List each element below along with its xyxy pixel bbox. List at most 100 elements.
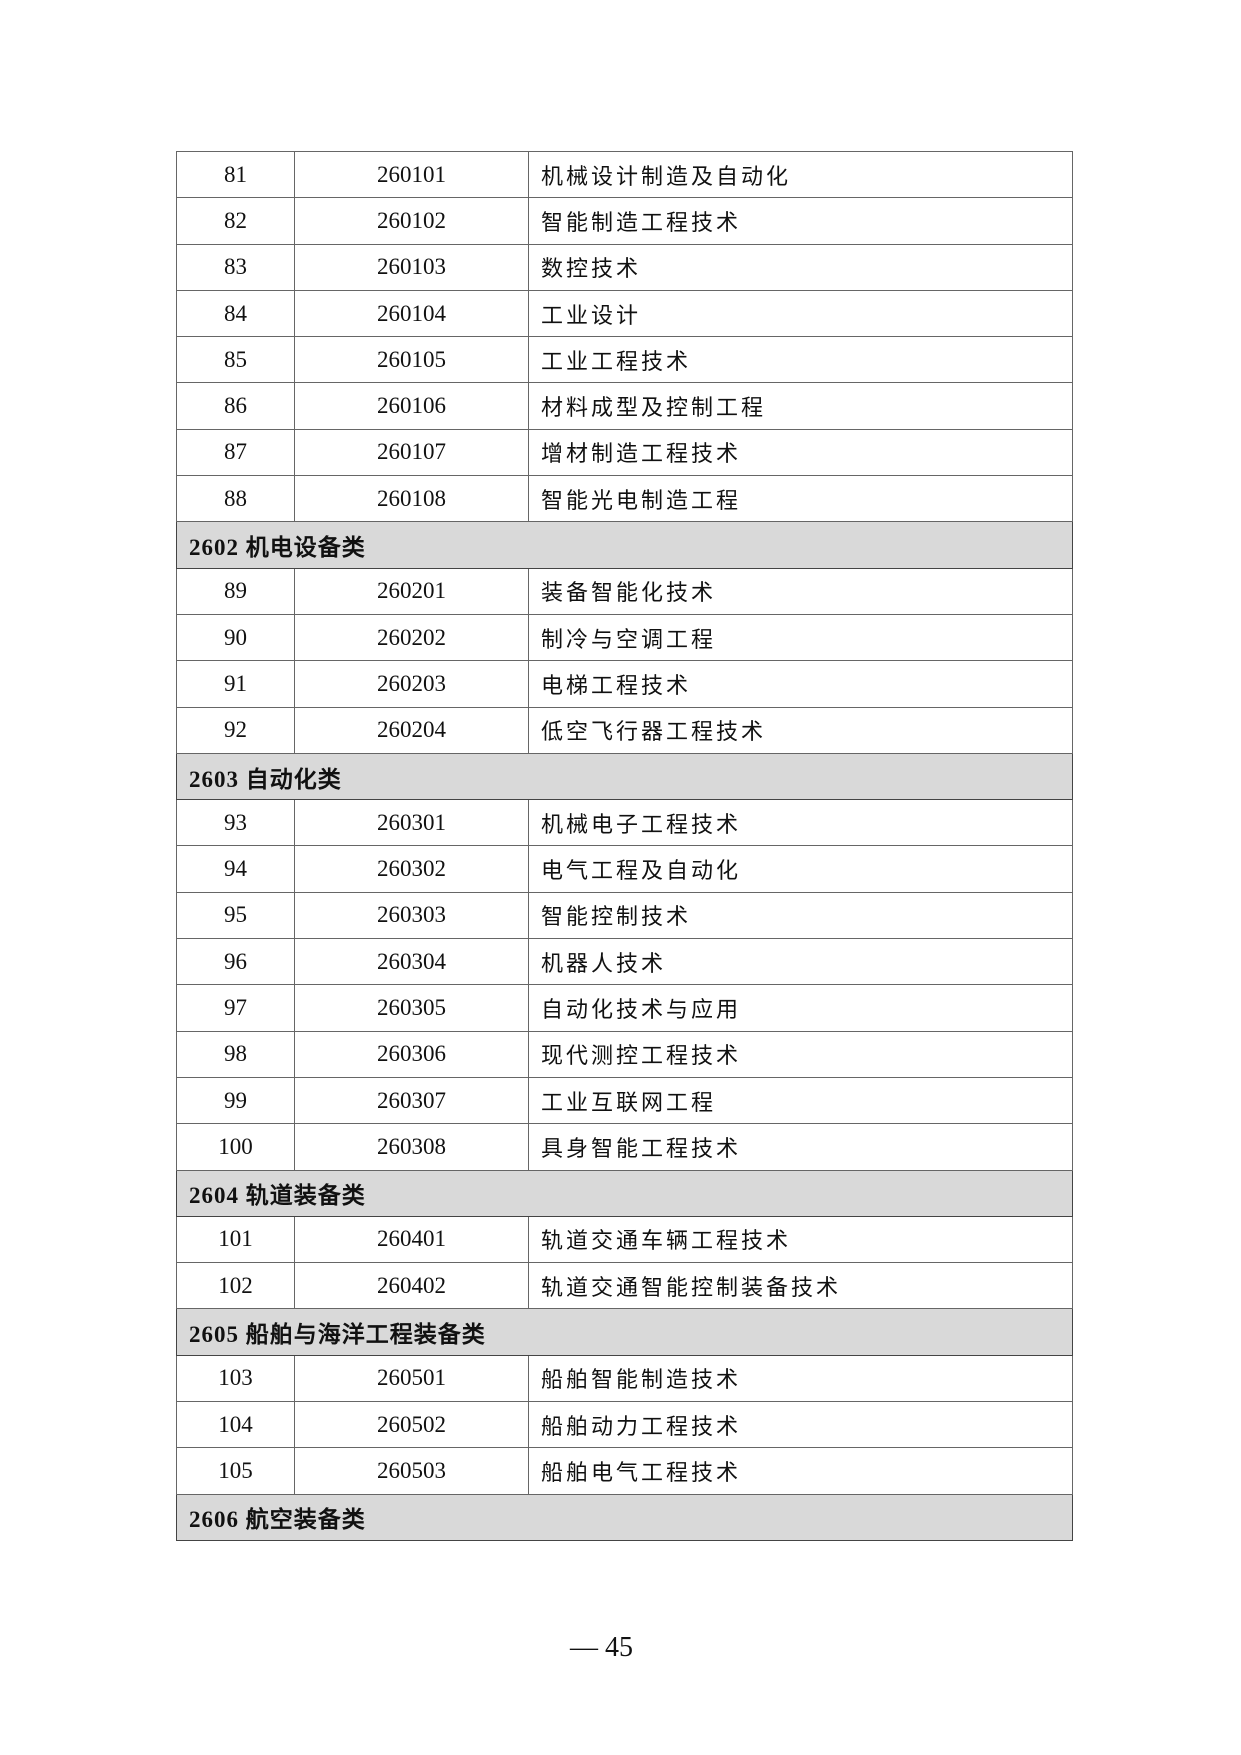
program-name: 智能光电制造工程 bbox=[528, 475, 1073, 523]
table-row: 96 260304 机器人技术 bbox=[176, 938, 1073, 986]
program-code: 260303 bbox=[294, 891, 529, 940]
table-row: 101 260401 轨道交通车辆工程技术 bbox=[176, 1215, 1073, 1264]
program-code: 260306 bbox=[294, 1030, 529, 1078]
program-name: 低空飞行器工程技术 bbox=[528, 706, 1073, 754]
program-table: 81 260101 机械设计制造及自动化 82 260102 智能制造工程技术 83 2601… bbox=[176, 150, 1073, 1541]
program-name: 船舶动力工程技术 bbox=[528, 1401, 1073, 1449]
row-number: 98 bbox=[176, 1030, 295, 1078]
table-row: 92 260204 低空飞行器工程技术 bbox=[176, 706, 1073, 754]
program-name: 制冷与空调工程 bbox=[528, 613, 1073, 662]
row-number: 92 bbox=[176, 706, 295, 754]
row-number: 100 bbox=[176, 1123, 295, 1171]
program-name: 自动化技术与应用 bbox=[528, 984, 1073, 1032]
row-number: 104 bbox=[176, 1401, 295, 1449]
program-name: 材料成型及控制工程 bbox=[528, 382, 1073, 430]
table-row: 105 260503 船舶电气工程技术 bbox=[176, 1447, 1073, 1495]
program-name: 轨道交通车辆工程技术 bbox=[528, 1215, 1073, 1264]
row-number: 99 bbox=[176, 1076, 295, 1125]
program-name: 装备智能化技术 bbox=[528, 567, 1073, 615]
category-row: 2603 自动化类 bbox=[176, 752, 1073, 801]
table-row: 82 260102 智能制造工程技术 bbox=[176, 197, 1073, 245]
program-code: 260301 bbox=[294, 799, 529, 847]
row-number: 105 bbox=[176, 1447, 295, 1495]
category-label: 2604 轨道装备类 bbox=[176, 1169, 1073, 1217]
row-number: 103 bbox=[176, 1354, 295, 1403]
program-code: 260401 bbox=[294, 1215, 529, 1264]
table-row: 97 260305 自动化技术与应用 bbox=[176, 984, 1073, 1032]
program-code: 260402 bbox=[294, 1262, 529, 1310]
program-code: 260501 bbox=[294, 1354, 529, 1403]
program-name: 船舶智能制造技术 bbox=[528, 1354, 1073, 1403]
program-name: 智能控制技术 bbox=[528, 891, 1073, 940]
program-code: 260203 bbox=[294, 660, 529, 708]
table-row: 104 260502 船舶动力工程技术 bbox=[176, 1401, 1073, 1449]
program-name: 工业工程技术 bbox=[528, 336, 1073, 384]
category-label: 2602 机电设备类 bbox=[176, 521, 1073, 569]
row-number: 93 bbox=[176, 799, 295, 847]
program-code: 260105 bbox=[294, 336, 529, 384]
program-code: 260104 bbox=[294, 289, 529, 338]
program-name: 工业设计 bbox=[528, 289, 1073, 338]
category-row: 2602 机电设备类 bbox=[176, 521, 1073, 569]
row-number: 102 bbox=[176, 1262, 295, 1310]
table-row: 81 260101 机械设计制造及自动化 bbox=[176, 150, 1073, 199]
table-row: 90 260202 制冷与空调工程 bbox=[176, 613, 1073, 662]
program-name: 具身智能工程技术 bbox=[528, 1123, 1073, 1171]
program-name: 电梯工程技术 bbox=[528, 660, 1073, 708]
program-code: 260304 bbox=[294, 938, 529, 986]
program-name: 智能制造工程技术 bbox=[528, 197, 1073, 245]
program-code: 260308 bbox=[294, 1123, 529, 1171]
row-number: 85 bbox=[176, 336, 295, 384]
table-row: 91 260203 电梯工程技术 bbox=[176, 660, 1073, 708]
row-number: 96 bbox=[176, 938, 295, 986]
category-row: 2605 船舶与海洋工程装备类 bbox=[176, 1308, 1073, 1356]
program-code: 260108 bbox=[294, 475, 529, 523]
row-number: 90 bbox=[176, 613, 295, 662]
table-row: 102 260402 轨道交通智能控制装备技术 bbox=[176, 1262, 1073, 1310]
row-number: 94 bbox=[176, 845, 295, 893]
category-label: 2605 船舶与海洋工程装备类 bbox=[176, 1308, 1073, 1356]
table-row: 84 260104 工业设计 bbox=[176, 289, 1073, 338]
program-name: 机械电子工程技术 bbox=[528, 799, 1073, 847]
row-number: 88 bbox=[176, 475, 295, 523]
table-row: 87 260107 增材制造工程技术 bbox=[176, 428, 1073, 477]
row-number: 91 bbox=[176, 660, 295, 708]
row-number: 84 bbox=[176, 289, 295, 338]
program-code: 260503 bbox=[294, 1447, 529, 1495]
table-row: 89 260201 装备智能化技术 bbox=[176, 567, 1073, 615]
row-number: 95 bbox=[176, 891, 295, 940]
row-number: 87 bbox=[176, 428, 295, 477]
table-row: 99 260307 工业互联网工程 bbox=[176, 1076, 1073, 1125]
program-code: 260502 bbox=[294, 1401, 529, 1449]
table-row: 95 260303 智能控制技术 bbox=[176, 891, 1073, 940]
category-label: 2606 航空装备类 bbox=[176, 1493, 1073, 1541]
program-name: 增材制造工程技术 bbox=[528, 428, 1073, 477]
table-row: 83 260103 数控技术 bbox=[176, 243, 1073, 291]
program-code: 260107 bbox=[294, 428, 529, 477]
program-code: 260305 bbox=[294, 984, 529, 1032]
row-number: 83 bbox=[176, 243, 295, 291]
program-code: 260101 bbox=[294, 150, 529, 199]
row-number: 97 bbox=[176, 984, 295, 1032]
table-row: 94 260302 电气工程及自动化 bbox=[176, 845, 1073, 893]
row-number: 89 bbox=[176, 567, 295, 615]
row-number: 86 bbox=[176, 382, 295, 430]
program-name: 数控技术 bbox=[528, 243, 1073, 291]
table-row: 88 260108 智能光电制造工程 bbox=[176, 475, 1073, 523]
table-row: 100 260308 具身智能工程技术 bbox=[176, 1123, 1073, 1171]
program-code: 260103 bbox=[294, 243, 529, 291]
row-number: 81 bbox=[176, 150, 295, 199]
row-number: 101 bbox=[176, 1215, 295, 1264]
program-code: 260302 bbox=[294, 845, 529, 893]
page-number: — 45 bbox=[570, 1632, 633, 1663]
program-code: 260307 bbox=[294, 1076, 529, 1125]
table-row: 86 260106 材料成型及控制工程 bbox=[176, 382, 1073, 430]
row-number: 82 bbox=[176, 197, 295, 245]
program-name: 轨道交通智能控制装备技术 bbox=[528, 1262, 1073, 1310]
table-row: 98 260306 现代测控工程技术 bbox=[176, 1030, 1073, 1078]
program-name: 现代测控工程技术 bbox=[528, 1030, 1073, 1078]
program-code: 260204 bbox=[294, 706, 529, 754]
program-code: 260201 bbox=[294, 567, 529, 615]
category-label: 2603 自动化类 bbox=[176, 752, 1073, 801]
program-code: 260202 bbox=[294, 613, 529, 662]
